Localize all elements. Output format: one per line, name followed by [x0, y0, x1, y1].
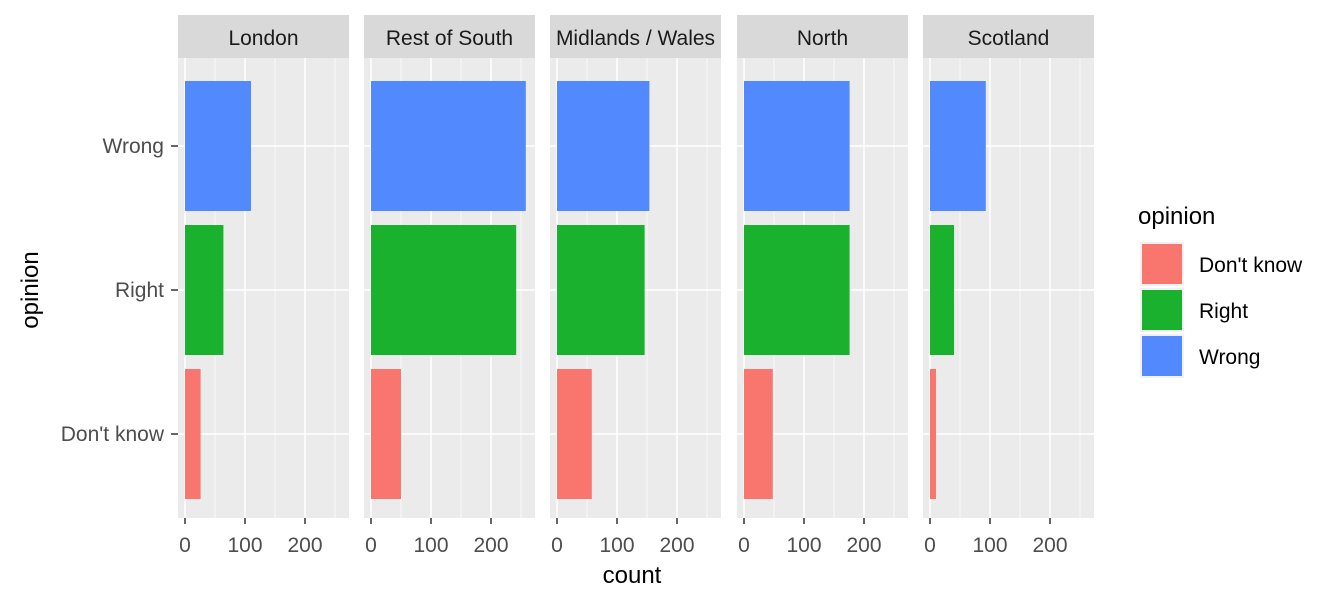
- y-axis-title: opinion: [17, 251, 44, 328]
- legend-swatch: [1142, 244, 1182, 284]
- x-tick-label: 200: [473, 534, 508, 557]
- bar-wrong: [930, 81, 986, 211]
- x-tick-label: 0: [179, 534, 191, 557]
- panel-bars: [930, 81, 986, 499]
- x-tick-label: 100: [227, 534, 262, 557]
- x-tick-label: 0: [551, 534, 563, 557]
- x-tick-label: 200: [659, 534, 694, 557]
- panel-london: London 0 100 200: [178, 15, 349, 557]
- legend-label: Right: [1199, 300, 1248, 323]
- x-tick-label: 0: [924, 534, 936, 557]
- legend-label: Don't know: [1199, 254, 1303, 277]
- facet-strip: [923, 15, 1094, 58]
- facet-strip: [178, 15, 349, 58]
- bar-don-t-know: [185, 369, 201, 499]
- facet-strip: [737, 15, 908, 58]
- facet-label: Rest of South: [386, 27, 513, 50]
- bar-wrong: [371, 81, 526, 211]
- y-axis: Don't know Right Wrong: [61, 135, 178, 446]
- x-tick-label: 100: [599, 534, 634, 557]
- bar-right: [930, 225, 954, 355]
- panel-rest-of-south: Rest of South 0 100 200: [364, 15, 535, 557]
- panel-north: North 0 100 200: [737, 15, 908, 557]
- legend-title: opinion: [1138, 203, 1215, 230]
- bar-right: [185, 225, 224, 355]
- legend: opinion Don't know Right Wrong: [1138, 203, 1303, 378]
- panel-scotland: Scotland 0 100 200: [923, 15, 1094, 557]
- bar-don-t-know: [930, 369, 936, 499]
- x-tick-label: 200: [846, 534, 881, 557]
- bar-don-t-know: [744, 369, 773, 499]
- facet-strip: [550, 15, 721, 58]
- facet-label: London: [228, 27, 298, 50]
- bar-right: [744, 225, 850, 355]
- legend-swatch: [1142, 336, 1182, 376]
- x-tick-label: 100: [786, 534, 821, 557]
- legend-swatch: [1142, 290, 1182, 330]
- facet-label: North: [797, 27, 848, 50]
- x-tick-label: 200: [1032, 534, 1067, 557]
- x-tick-label: 0: [365, 534, 377, 557]
- legend-label: Wrong: [1199, 346, 1260, 369]
- x-tick-label: 0: [738, 534, 750, 557]
- panel-bars: [371, 81, 526, 499]
- facet-label: Midlands / Wales: [556, 27, 715, 50]
- bar-don-t-know: [557, 369, 592, 499]
- y-tick-label: Don't know: [61, 423, 165, 446]
- x-tick-label: 100: [413, 534, 448, 557]
- bar-wrong: [185, 81, 251, 211]
- bar-wrong: [744, 81, 850, 211]
- bar-right: [371, 225, 517, 355]
- panel-midlands-wales: Midlands / Wales 0 100 200: [550, 15, 721, 557]
- y-tick-label: Wrong: [103, 135, 164, 158]
- bar-don-t-know: [371, 369, 401, 499]
- x-tick-label: 100: [972, 534, 1007, 557]
- y-tick-label: Right: [115, 279, 164, 302]
- x-axis-title: count: [603, 562, 662, 589]
- panel-bars: [185, 81, 251, 499]
- facet-strip: [364, 15, 535, 58]
- bar-right: [557, 225, 645, 355]
- bar-wrong: [557, 81, 650, 211]
- facet-label: Scotland: [968, 27, 1050, 50]
- panel-bars: [557, 81, 650, 499]
- panel-bars: [744, 81, 850, 499]
- x-tick-label: 200: [287, 534, 322, 557]
